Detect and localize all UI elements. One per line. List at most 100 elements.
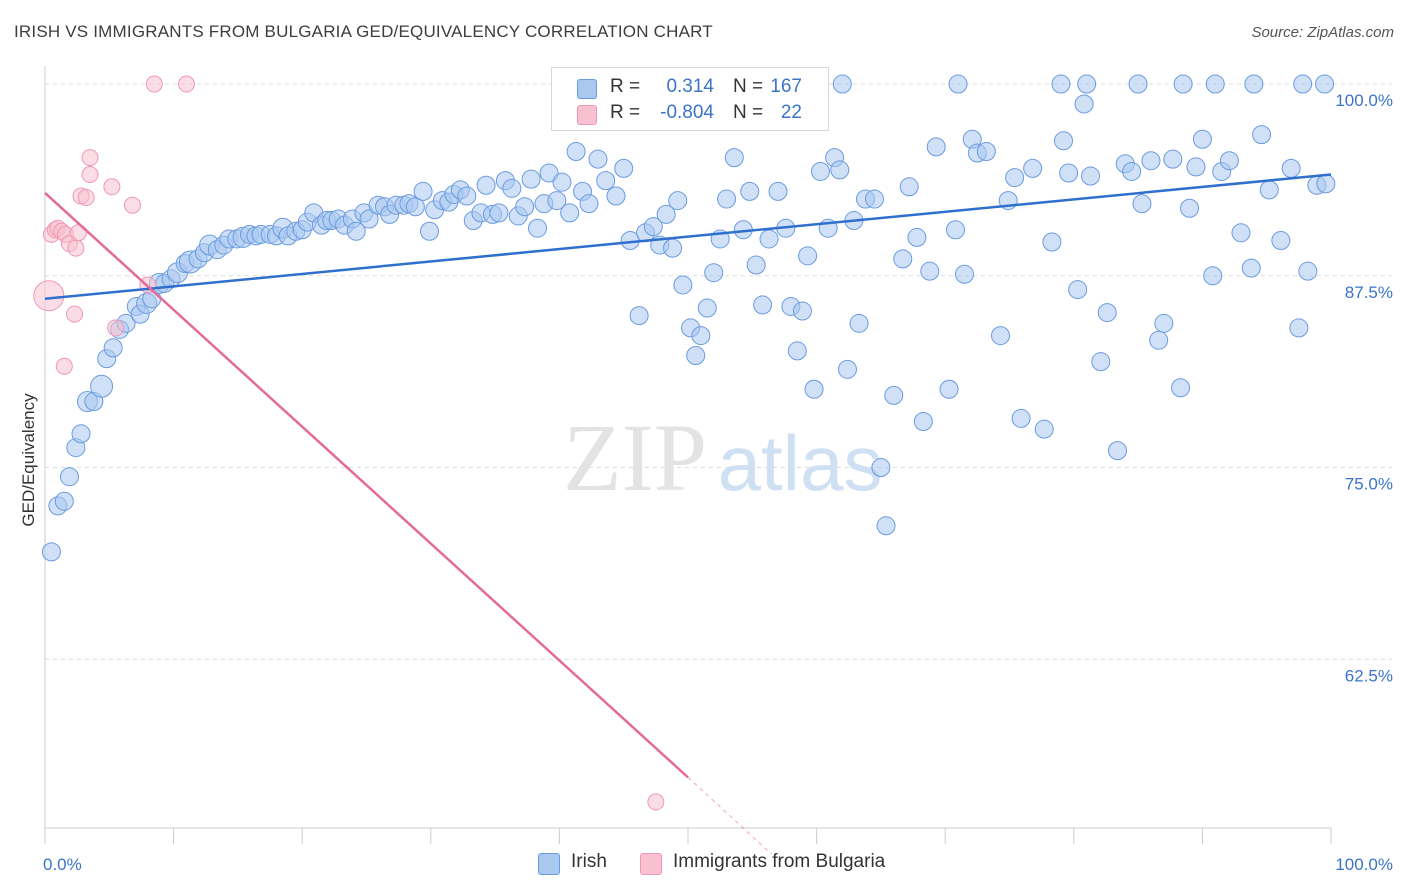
irish-point bbox=[976, 142, 996, 162]
irish-point bbox=[1252, 125, 1272, 145]
irish-point bbox=[810, 161, 830, 181]
irish-point bbox=[849, 313, 869, 333]
irish-point bbox=[1051, 74, 1071, 94]
irish-point bbox=[724, 148, 744, 168]
irish-point bbox=[528, 218, 548, 238]
irish-point bbox=[1097, 303, 1117, 323]
irish-point bbox=[787, 341, 807, 361]
irish-point bbox=[1244, 74, 1264, 94]
irish-point bbox=[515, 197, 535, 217]
bulgaria-point bbox=[81, 166, 99, 184]
irish-point bbox=[673, 275, 693, 295]
irish-point bbox=[1074, 94, 1094, 114]
source-label: Source: ZipAtlas.com bbox=[1251, 24, 1394, 41]
irish-point bbox=[1068, 280, 1088, 300]
legend-label-irish: Irish bbox=[571, 851, 607, 872]
irish-point bbox=[939, 379, 959, 399]
bulgaria-point bbox=[67, 239, 85, 257]
irish-point bbox=[1128, 74, 1148, 94]
legend-r-value: -0.804 bbox=[660, 102, 714, 123]
irish-point bbox=[740, 181, 760, 201]
irish-point bbox=[804, 379, 824, 399]
irish-point bbox=[71, 424, 91, 444]
irish-point bbox=[876, 516, 896, 536]
irish-point bbox=[1293, 74, 1313, 94]
irish-point bbox=[948, 74, 968, 94]
legend-n-value: 167 bbox=[770, 76, 802, 97]
irish-point bbox=[489, 203, 509, 223]
irish-point bbox=[1059, 163, 1079, 183]
irish-point bbox=[579, 194, 599, 214]
irish-point bbox=[90, 374, 114, 398]
bulgaria-point bbox=[103, 178, 121, 196]
irish-point bbox=[1042, 232, 1062, 252]
y-axis-label: GED/Equivalency bbox=[19, 393, 38, 527]
irish-point bbox=[629, 306, 649, 326]
irish-point bbox=[457, 186, 477, 206]
irish-point bbox=[704, 263, 724, 283]
irish-point bbox=[1180, 198, 1200, 218]
irish-point bbox=[926, 137, 946, 157]
bulgaria-trend-extension bbox=[687, 777, 772, 855]
irish-point bbox=[1077, 74, 1097, 94]
irish-point bbox=[837, 359, 857, 379]
irish-point bbox=[1192, 129, 1212, 149]
bulgaria-point bbox=[107, 319, 125, 337]
irish-point bbox=[1205, 74, 1225, 94]
irish-point bbox=[1315, 74, 1335, 94]
irish-point bbox=[1316, 174, 1336, 194]
irish-point bbox=[1023, 158, 1043, 178]
irish-point bbox=[346, 221, 366, 241]
irish-point bbox=[871, 458, 891, 478]
irish-point bbox=[54, 491, 74, 511]
irish-point bbox=[420, 221, 440, 241]
irish-point bbox=[1219, 151, 1239, 171]
irish-point bbox=[405, 197, 425, 217]
irish-point bbox=[1149, 330, 1169, 350]
irish-point bbox=[717, 189, 737, 209]
irish-point bbox=[560, 203, 580, 223]
series-irish bbox=[41, 74, 1336, 562]
irish-point bbox=[884, 385, 904, 405]
irish-point bbox=[668, 191, 688, 211]
bulgaria-point bbox=[55, 357, 73, 375]
irish-swatch bbox=[538, 853, 560, 875]
watermark-atlas: atlas bbox=[718, 419, 883, 507]
irish-point bbox=[1186, 157, 1206, 177]
irish-point bbox=[920, 261, 940, 281]
irish-point bbox=[691, 326, 711, 346]
irish-point bbox=[899, 177, 919, 197]
irish-point bbox=[1141, 151, 1161, 171]
irish-point bbox=[792, 301, 812, 321]
legend-n-label: N = bbox=[733, 76, 764, 97]
irish-point bbox=[893, 249, 913, 269]
irish-point bbox=[588, 149, 608, 169]
irish-point bbox=[1122, 161, 1142, 181]
legend-r-label: R = bbox=[610, 76, 641, 97]
watermark-zip: ZIP bbox=[563, 404, 707, 511]
legend-n-value: 22 bbox=[780, 102, 802, 123]
bulgaria-swatch bbox=[577, 105, 597, 125]
irish-point bbox=[1054, 131, 1074, 151]
irish-point bbox=[1281, 158, 1301, 178]
legend-r-label: R = bbox=[610, 102, 641, 123]
irish-point bbox=[1081, 166, 1101, 186]
irish-point bbox=[1091, 352, 1111, 372]
irish-point bbox=[1298, 261, 1318, 281]
irish-point bbox=[41, 542, 61, 562]
irish-point bbox=[476, 175, 496, 195]
bulgaria-swatch bbox=[640, 853, 662, 875]
irish-point bbox=[1271, 230, 1291, 250]
legend-label-bulgaria: Immigrants from Bulgaria bbox=[673, 851, 886, 872]
irish-point bbox=[539, 163, 559, 183]
irish-point bbox=[1034, 419, 1054, 439]
irish-point bbox=[913, 411, 933, 431]
irish-point bbox=[832, 74, 852, 94]
irish-point bbox=[1171, 378, 1191, 398]
irish-point bbox=[697, 298, 717, 318]
axes bbox=[44, 66, 1332, 844]
legend-row-bulgaria: R = -0.804 N = 22 bbox=[552, 101, 828, 127]
irish-point bbox=[746, 255, 766, 275]
y-tick-label: 75.0% bbox=[1345, 475, 1393, 494]
